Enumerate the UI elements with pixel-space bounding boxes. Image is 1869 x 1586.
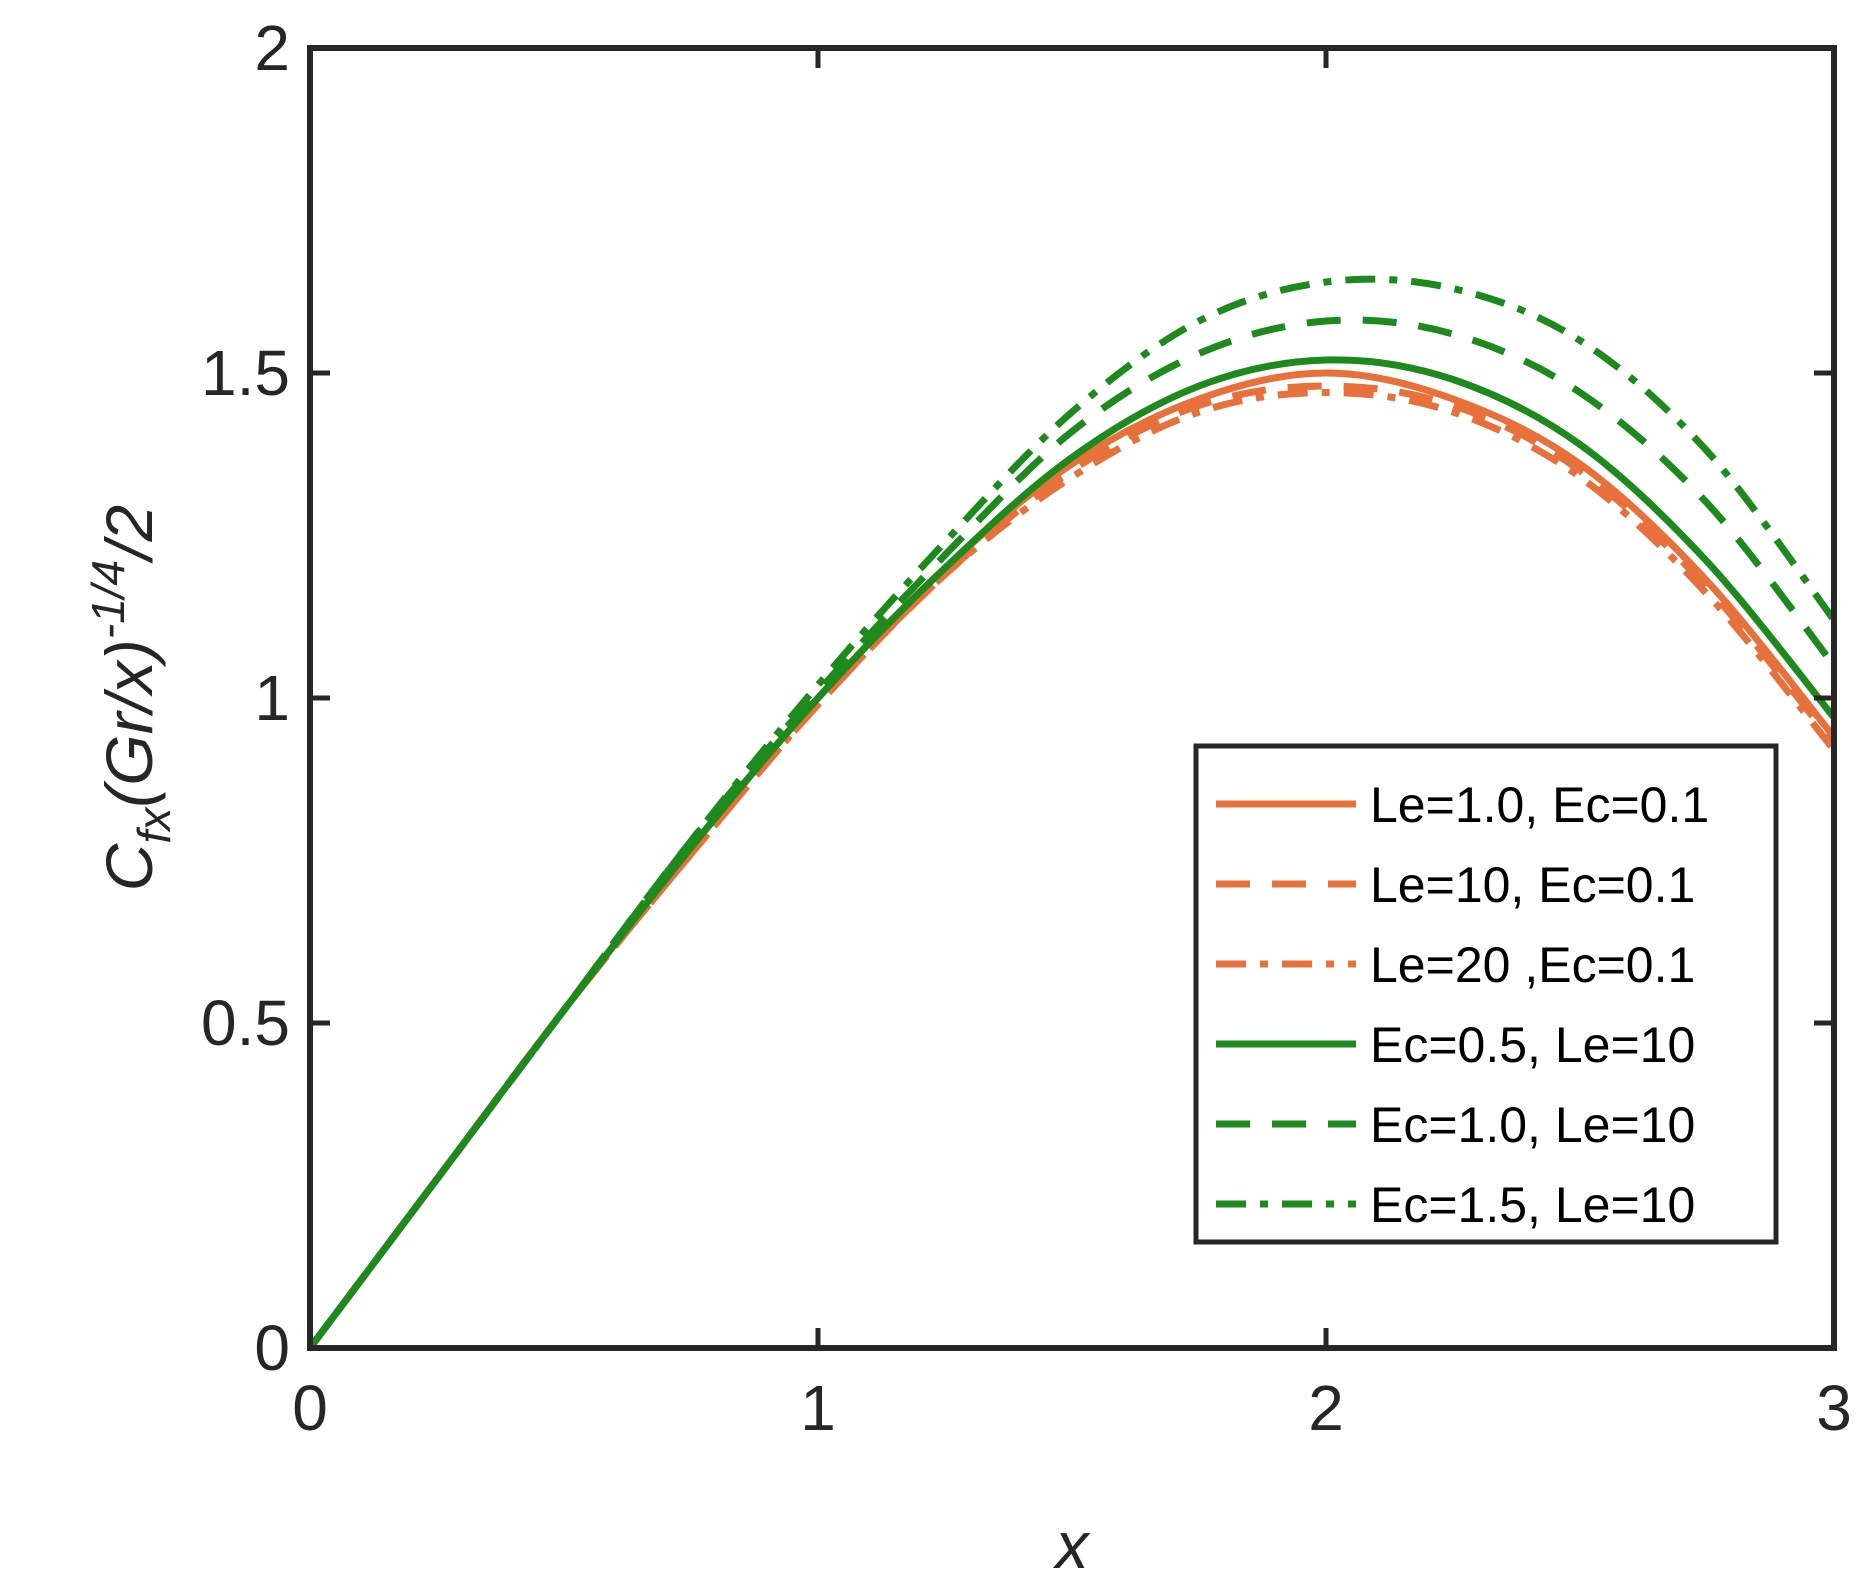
y-tick-label-4: 2 [254, 12, 290, 84]
y-tick-label-2: 1 [254, 662, 290, 734]
series-line-6 [307, 275, 1837, 1351]
svg-text:Cfx(Gr/x)-1/4/2: Cfx(Gr/x)-1/4/2 [82, 505, 180, 891]
legend-label-3: Le=20 ,Ec=0.1 [1370, 937, 1695, 993]
x-tick-label-3: 3 [1816, 1372, 1852, 1444]
y-label-sub: fx [128, 806, 180, 844]
y-tick-label-1: 0.5 [201, 987, 290, 1059]
legend-box [1193, 743, 1779, 1245]
y-tick-label-0: 0 [254, 1312, 290, 1384]
legend-entries: Le=1.0, Ec=0.1 Le=10, Ec=0.1 Le=20 ,Ec=0.1… [1216, 777, 1709, 1233]
x-axis-label: x [1053, 1508, 1091, 1582]
x-tick-label-2: 2 [1308, 1372, 1344, 1444]
legend-label-2: Le=10, Ec=0.1 [1370, 857, 1695, 913]
legend-label-5: Ec=1.0, Le=10 [1370, 1097, 1695, 1153]
tick-layer: 0 1 2 3 0 0.5 1 1.5 2 [201, 12, 1852, 1444]
legend-label-1: Le=1.0, Ec=0.1 [1370, 777, 1709, 833]
y-tick-label-3: 1.5 [201, 337, 290, 409]
y-label-sup: -1/4 [82, 560, 134, 639]
y-label-base: C [92, 842, 166, 891]
legend-label-6: Ec=1.5, Le=10 [1370, 1177, 1695, 1233]
x-tick-label-0: 0 [292, 1372, 328, 1444]
y-label-tail: /2 [92, 505, 166, 564]
legend: Le=1.0, Ec=0.1 Le=10, Ec=0.1 Le=20 ,Ec=0.1… [1193, 743, 1779, 1245]
y-label-mid: (Gr/x) [92, 639, 166, 808]
x-tick-label-1: 1 [800, 1372, 836, 1444]
legend-label-4: Ec=0.5, Le=10 [1370, 1017, 1695, 1073]
y-axis-label: Cfx(Gr/x)-1/4/2 [82, 505, 180, 891]
series-layer [307, 275, 1837, 1351]
